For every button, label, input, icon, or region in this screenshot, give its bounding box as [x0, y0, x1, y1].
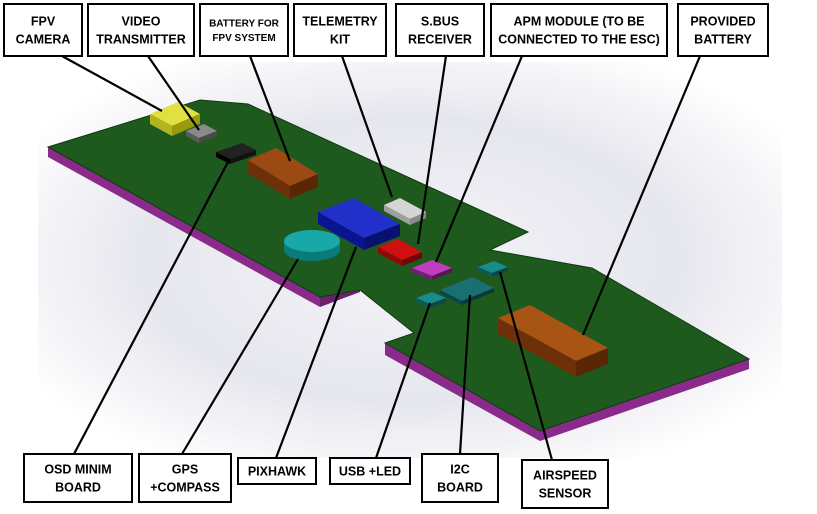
- pointer-osd-minim: [73, 161, 229, 455]
- label-text-line: GPS: [172, 462, 198, 476]
- pointer-pixhawk: [274, 246, 358, 459]
- board-edge: [540, 359, 749, 441]
- video-transmitter-part: [186, 124, 217, 143]
- label-box: [3, 3, 83, 57]
- label-box: [677, 3, 769, 57]
- label-text-line: +COMPASS: [150, 481, 220, 495]
- label-box: [199, 3, 289, 57]
- label-text-line: S.BUS: [421, 14, 459, 28]
- pixhawk-part: [318, 198, 400, 250]
- label-text-line: BATTERY: [694, 33, 752, 47]
- pointer-airspeed: [498, 271, 554, 461]
- osd-minim-part: [216, 143, 256, 164]
- apm-module-part: [412, 260, 452, 280]
- gps-compass-part: [284, 230, 340, 261]
- label-text-line: FPV: [31, 14, 56, 28]
- label-text-line: CAMERA: [16, 33, 71, 47]
- label-airspeed-sensor: AIRSPEED SENSOR: [521, 459, 609, 509]
- label-box: [490, 3, 668, 57]
- pointer-i2c-board: [458, 294, 472, 455]
- label-text-line: KIT: [330, 33, 351, 47]
- label-text-line: CONNECTED TO THE ESC): [498, 33, 660, 47]
- label-osd-minim-board: OSD MINIM BOARD: [23, 453, 133, 503]
- label-box: [237, 457, 317, 485]
- callout-labels: FPV CAMERA VIDEO TRANSMITTER BATTERY FOR FPV …: [3, 3, 769, 509]
- label-text-line: PIXHAWK: [248, 465, 306, 479]
- label-box: [395, 3, 485, 57]
- label-box: [23, 453, 133, 503]
- label-text-line: SENSOR: [539, 487, 592, 501]
- pointer-gps-compass: [181, 258, 299, 455]
- label-box: [293, 3, 387, 57]
- label-box: [329, 457, 411, 485]
- label-box: [421, 453, 499, 503]
- label-text-line: USB +LED: [339, 465, 401, 479]
- label-text-line: FPV SYSTEM: [212, 33, 275, 44]
- label-text-line: BATTERY FOR: [209, 18, 280, 29]
- label-usb-led: USB +LED: [329, 457, 411, 485]
- label-pixhawk: PIXHAWK: [237, 457, 317, 485]
- label-text-line: TELEMETRY: [302, 14, 378, 28]
- label-box: [138, 453, 232, 503]
- pointer-apm-module: [434, 55, 524, 263]
- board-edge: [385, 343, 540, 441]
- label-text-line: VIDEO: [122, 14, 161, 28]
- label-box: [521, 459, 609, 509]
- pointer-video-transmitter: [147, 55, 200, 131]
- label-box: [87, 3, 195, 57]
- pointer-sbus-receiver: [416, 55, 448, 245]
- label-text-line: I2C: [450, 462, 469, 476]
- label-text-line: BOARD: [437, 481, 483, 495]
- label-i2c-board: I2C BOARD: [421, 453, 499, 503]
- pointer-battery-fpv: [248, 55, 292, 162]
- label-telemetry-kit: TELEMETRY KIT: [293, 3, 387, 57]
- label-sbus-receiver: S.BUS RECEIVER: [395, 3, 485, 57]
- label-fpv-camera: FPV CAMERA: [3, 3, 83, 57]
- label-text-line: TRANSMITTER: [96, 33, 186, 47]
- label-video-transmitter: VIDEO TRANSMITTER: [87, 3, 195, 57]
- label-text-line: APM MODULE (TO BE: [513, 14, 644, 28]
- label-text-line: OSD MINIM: [44, 462, 111, 476]
- pointer-fpv-camera: [61, 55, 163, 112]
- label-text-line: PROVIDED: [690, 14, 755, 28]
- board-edge: [48, 147, 322, 307]
- usb-led-part: [416, 292, 446, 308]
- pointer-usb-led: [374, 302, 432, 459]
- label-provided-battery: PROVIDED BATTERY: [677, 3, 769, 57]
- label-apm-module: APM MODULE (TO BE CONNECTED TO THE ESC): [490, 3, 668, 57]
- label-text-line: AIRSPEED: [533, 468, 597, 482]
- label-text-line: BOARD: [55, 481, 101, 495]
- sbus-receiver-part: [378, 239, 422, 266]
- pointer-lines: [61, 55, 702, 461]
- pointer-provided-battery: [581, 55, 702, 336]
- pointer-telemetry-kit: [340, 55, 394, 198]
- label-gps-compass: GPS +COMPASS: [138, 453, 232, 503]
- battery-fpv-part: [248, 148, 318, 199]
- label-battery-fpv: BATTERY FOR FPV SYSTEM: [199, 3, 289, 57]
- label-text-line: RECEIVER: [408, 33, 472, 47]
